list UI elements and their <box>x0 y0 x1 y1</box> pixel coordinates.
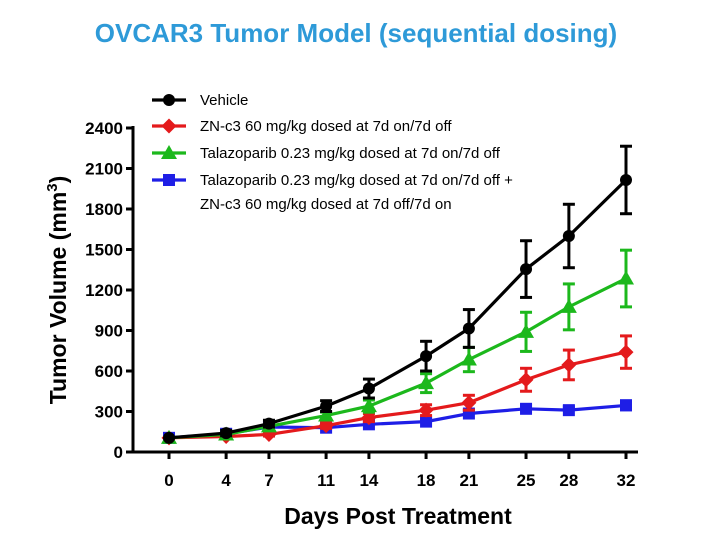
x-tick-label: 32 <box>617 471 636 490</box>
triangle-marker <box>560 298 577 313</box>
circle-marker <box>620 173 632 186</box>
triangle-marker <box>360 398 377 413</box>
x-tick-label: 11 <box>317 471 335 490</box>
diamond-marker <box>361 410 377 426</box>
y-axis-label-superscript: 3 <box>44 183 61 191</box>
y-tick-label: 2400 <box>85 119 123 138</box>
circle-marker <box>420 350 433 363</box>
triangle-marker <box>418 375 435 390</box>
y-axis-label: Tumor Volume (mm3) <box>44 176 71 405</box>
series-line <box>168 277 627 440</box>
square-marker <box>520 402 533 415</box>
triangle-marker <box>518 323 535 338</box>
y-tick-label: 1200 <box>85 281 123 300</box>
diamond-marker <box>418 402 434 418</box>
legend-item: Talazoparib 0.23 mg/kg dosed at 7d on/7d… <box>152 145 501 162</box>
legend-item: Talazoparib 0.23 mg/kg dosed at 7d on/7d… <box>152 172 513 213</box>
circle-marker <box>163 431 175 444</box>
triangle-marker <box>318 407 335 422</box>
circle-marker <box>320 400 333 413</box>
square-marker <box>620 399 632 412</box>
x-tick-label: 0 <box>164 471 173 490</box>
legend-label: ZN-c3 60 mg/kg dosed at 7d on/7d off <box>200 118 452 135</box>
y-tick-label: 0 <box>114 443 123 462</box>
square-marker <box>562 404 575 417</box>
y-tick-label: 300 <box>95 403 123 422</box>
x-tick-label: 7 <box>264 471 273 490</box>
x-axis-label: Days Post Treatment <box>284 503 512 529</box>
legend-label: Talazoparib 0.23 mg/kg dosed at 7d on/7d… <box>200 145 501 162</box>
circle-marker <box>262 417 275 430</box>
x-tick-label: 14 <box>359 471 378 490</box>
triangle-marker <box>618 270 634 285</box>
legend-label: ZN-c3 60 mg/kg dosed at 7d off/7d on <box>200 196 452 213</box>
circle-marker <box>520 263 533 276</box>
legend-item: Vehicle <box>152 92 248 109</box>
diamond-marker <box>561 357 577 373</box>
triangle-marker <box>161 145 177 159</box>
x-tick-label: 21 <box>459 471 478 490</box>
diamond-marker <box>618 344 634 360</box>
legend-label: Vehicle <box>200 92 248 109</box>
diamond-marker <box>518 372 534 388</box>
series-layer <box>161 144 634 446</box>
series-line <box>168 178 628 440</box>
diamond-marker <box>318 418 334 434</box>
legend-item: ZN-c3 60 mg/kg dosed at 7d on/7d off <box>152 118 452 135</box>
square-marker <box>420 415 433 428</box>
circle-marker <box>220 427 233 440</box>
y-tick-label: 600 <box>95 362 123 381</box>
y-axis-label-main: Tumor Volume (mm <box>45 192 71 405</box>
y-tick-label: 900 <box>95 322 123 341</box>
y-tick-label: 1800 <box>85 200 123 219</box>
circle-marker <box>562 230 575 242</box>
legend: Vehicle ZN-c3 60 mg/kg dosed at 7d on/7d … <box>152 92 513 213</box>
y-tick-label: 1500 <box>85 241 123 260</box>
circle-marker <box>362 382 375 395</box>
y-axis-label-suffix: ) <box>45 176 71 184</box>
diamond-marker <box>161 118 177 134</box>
legend-label: Talazoparib 0.23 mg/kg dosed at 7d on/7d… <box>200 172 513 189</box>
x-tick-label: 4 <box>221 471 231 490</box>
x-tick-label: 18 <box>417 471 436 490</box>
triangle-marker <box>460 351 477 366</box>
axis-ticks: 0 300 600 900 1200 1500 1800 2100 2400 0 4 7 11 14 18 2… <box>85 119 635 490</box>
square-marker <box>163 174 175 186</box>
circle-marker <box>163 94 175 106</box>
x-tick-label: 25 <box>517 471 536 490</box>
series-group <box>163 144 632 444</box>
chart-title: OVCAR3 Tumor Model (sequential dosing) <box>95 18 617 48</box>
series-line <box>168 350 627 440</box>
series-group <box>161 334 634 446</box>
y-tick-label: 2100 <box>85 160 123 179</box>
diamond-marker <box>461 395 477 411</box>
circle-marker <box>462 322 475 335</box>
x-tick-label: 28 <box>559 471 578 490</box>
